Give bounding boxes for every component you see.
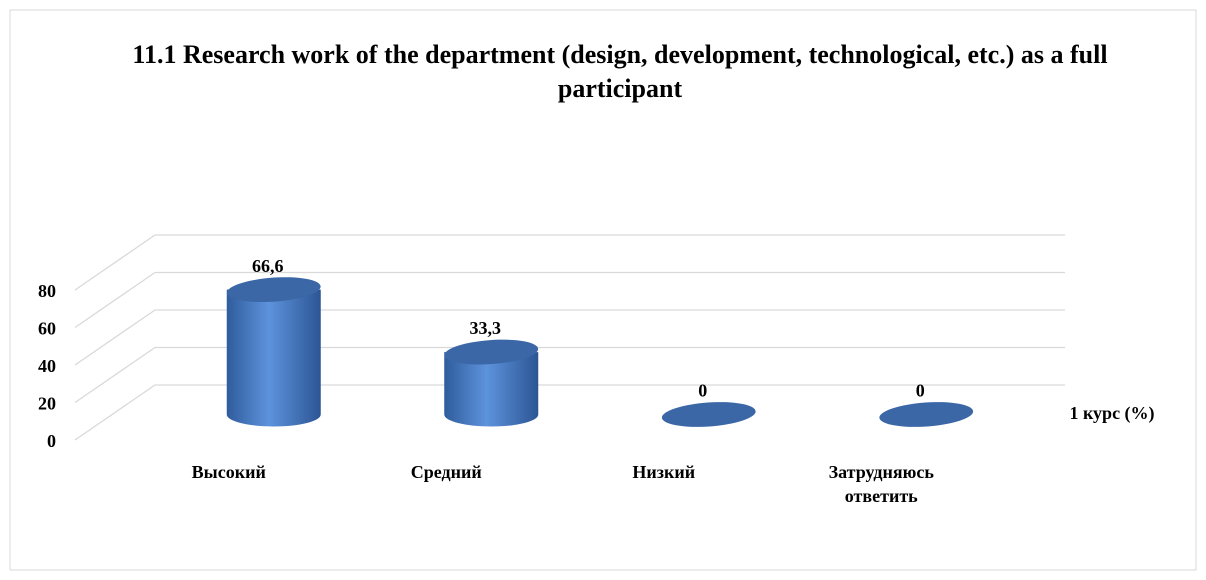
grid-line — [74, 271, 1065, 329]
y-tick-label: 0 — [47, 431, 56, 451]
chart-border — [9, 9, 1197, 571]
y-tick-label: 80 — [38, 281, 56, 301]
y-tick-label: 60 — [38, 319, 56, 339]
bar-top — [444, 339, 539, 365]
bar — [661, 402, 756, 427]
y-tick-label: 40 — [38, 356, 56, 376]
bar — [226, 277, 321, 427]
grid-line — [74, 384, 1065, 441]
grid-line — [74, 234, 1065, 291]
x-tick-label: Высокий — [191, 462, 266, 482]
bar-top — [661, 402, 756, 427]
bar-top — [879, 402, 974, 427]
grid-line — [74, 346, 1065, 404]
grid-line — [74, 309, 1065, 366]
bar-body — [226, 289, 321, 427]
bar-top — [226, 277, 321, 303]
data-label: 33,3 — [470, 318, 502, 338]
x-tick-label: Средний — [410, 462, 482, 482]
data-label: 66,6 — [252, 256, 284, 276]
x-tick-label: Низкий — [632, 462, 696, 482]
x-tick-label: Затрудняюсь ответить — [828, 462, 934, 506]
data-label: 0 — [698, 381, 707, 401]
legend-label: 1 курс (%) — [1069, 403, 1154, 424]
data-label: 0 — [916, 381, 925, 401]
chart-title: 11.1 Research work of the department (de… — [132, 40, 1108, 103]
y-tick-label: 20 — [38, 394, 56, 414]
bar — [444, 339, 539, 427]
bar — [879, 402, 974, 427]
bar-body — [444, 352, 539, 427]
